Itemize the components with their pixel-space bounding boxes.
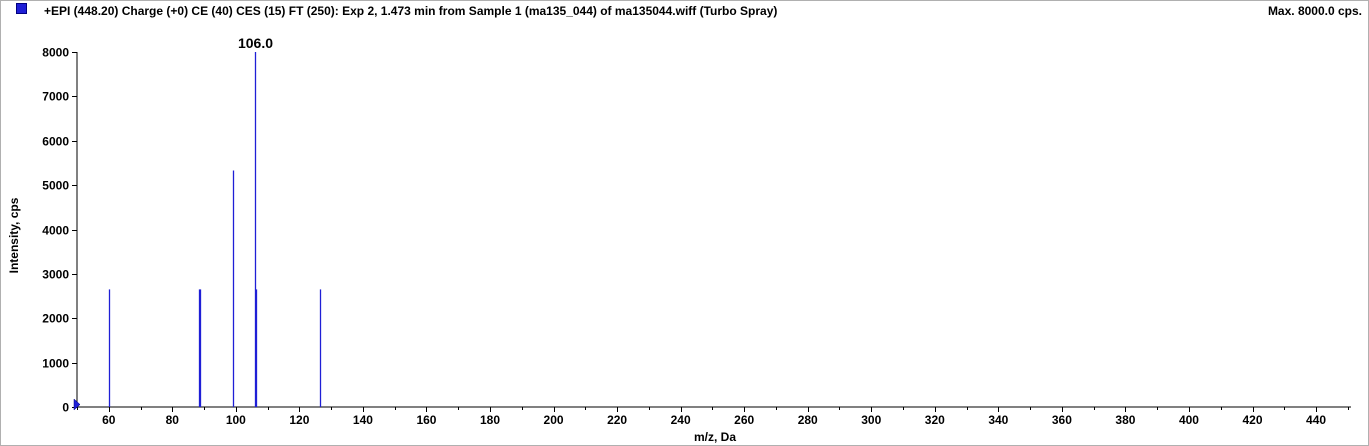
y-tick-label: 3000 [42,268,69,282]
y-tick-label: 6000 [42,135,69,149]
max-intensity-label: Max. 8000.0 cps. [1267,4,1362,18]
x-tick-label: 100 [226,413,246,427]
x-tick-label: 260 [734,413,754,427]
x-tick-label: 220 [607,413,627,427]
x-tick-label: 440 [1306,413,1326,427]
y-tick-label: 4000 [42,224,69,238]
cursor-marker-icon[interactable] [73,398,81,411]
x-tick-label: 80 [166,413,180,427]
peaks [108,52,322,407]
spectrum-title: +EPI (448.20) Charge (+0) CE (40) CES (1… [44,4,778,18]
x-tick-label: 180 [480,413,500,427]
y-tick-label: 7000 [42,90,69,104]
x-tick-label: 280 [798,413,818,427]
x-tick-label: 320 [925,413,945,427]
series-color-swatch[interactable] [16,3,27,14]
y-tick-label: 1000 [42,357,69,371]
x-tick-label: 340 [988,413,1008,427]
x-tick-label: 400 [1179,413,1199,427]
x-tick-label: 300 [861,413,881,427]
x-tick-label: 200 [544,413,564,427]
x-tick-label: 360 [1052,413,1072,427]
peak-labels: 106.0 [238,35,273,51]
x-axis-title: m/z, Da [694,430,736,444]
chart-header: +EPI (448.20) Charge (+0) CE (40) CES (1… [0,0,1369,22]
x-tick-label: 140 [353,413,373,427]
y-axis-title: Intensity, cps [7,197,21,273]
x-axis: 60 80 100 120 140 160 180 200 220 240 260 280 300 320… [77,406,1351,427]
x-tick-label: 420 [1242,413,1262,427]
x-tick-label: 380 [1115,413,1135,427]
y-tick-label: 2000 [42,312,69,326]
x-tick-label: 240 [671,413,691,427]
y-tick-label: 8000 [42,46,69,60]
x-tick-label: 120 [289,413,309,427]
y-axis: 0 1000 2000 3000 4000 5000 6000 7000 8000 [42,46,78,415]
peak-label: 106.0 [238,35,273,51]
x-tick-label: 160 [416,413,436,427]
y-tick-label: 0 [62,401,69,415]
y-tick-label: 5000 [42,179,69,193]
x-tick-label: 60 [102,413,116,427]
